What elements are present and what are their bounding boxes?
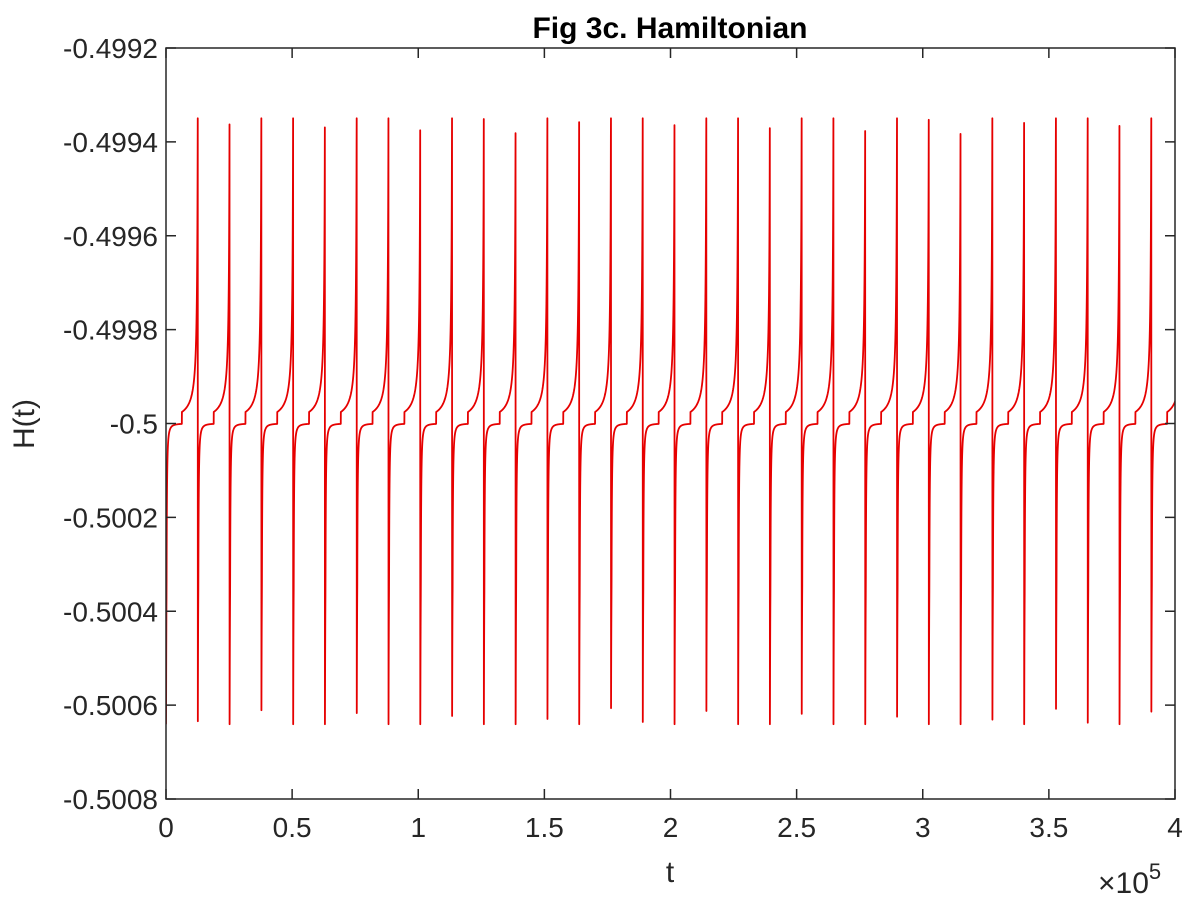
x-tick-label: 0.5 [273, 812, 312, 843]
x-tick-label: 0 [158, 812, 174, 843]
chart-title: Fig 3c. Hamiltonian [532, 12, 807, 45]
y-axis-ticks: -0.4992 -0.4994 -0.4996 -0.4998 -0.5 -0.5002 -… [63, 33, 1175, 815]
y-axis-label: H(t) [8, 399, 41, 449]
y-tick-label: -0.5004 [63, 596, 158, 627]
x-axis-exponent-base: ×10 [1098, 867, 1149, 900]
x-axis-exponent-power: 5 [1149, 859, 1161, 884]
y-tick-label: -0.5002 [63, 502, 158, 533]
y-tick-label: -0.4992 [63, 33, 158, 64]
series-line-h-t [166, 117, 1175, 726]
y-tick-label: -0.5006 [63, 690, 158, 721]
x-tick-label: 3.5 [1029, 812, 1068, 843]
y-tick-label: -0.5008 [63, 784, 158, 815]
x-tick-label: 1 [410, 812, 426, 843]
y-tick-label: -0.4996 [63, 221, 158, 252]
y-tick-label: -0.5 [110, 409, 158, 440]
x-axis-exponent: ×105 [1098, 859, 1161, 900]
x-tick-label: 3 [915, 812, 931, 843]
y-tick-label: -0.4998 [63, 315, 158, 346]
x-axis-label: t [666, 856, 675, 889]
x-axis-ticks: 0 0.5 1 1.5 2 2.5 3 3.5 4 [158, 48, 1183, 843]
x-tick-label: 1.5 [525, 812, 564, 843]
y-tick-label: -0.4994 [63, 127, 158, 158]
x-tick-label: 2.5 [777, 812, 816, 843]
x-tick-label: 2 [663, 812, 679, 843]
x-tick-label: 4 [1167, 812, 1183, 843]
series-layer [166, 117, 1175, 726]
plot-frame [165, 47, 1176, 800]
